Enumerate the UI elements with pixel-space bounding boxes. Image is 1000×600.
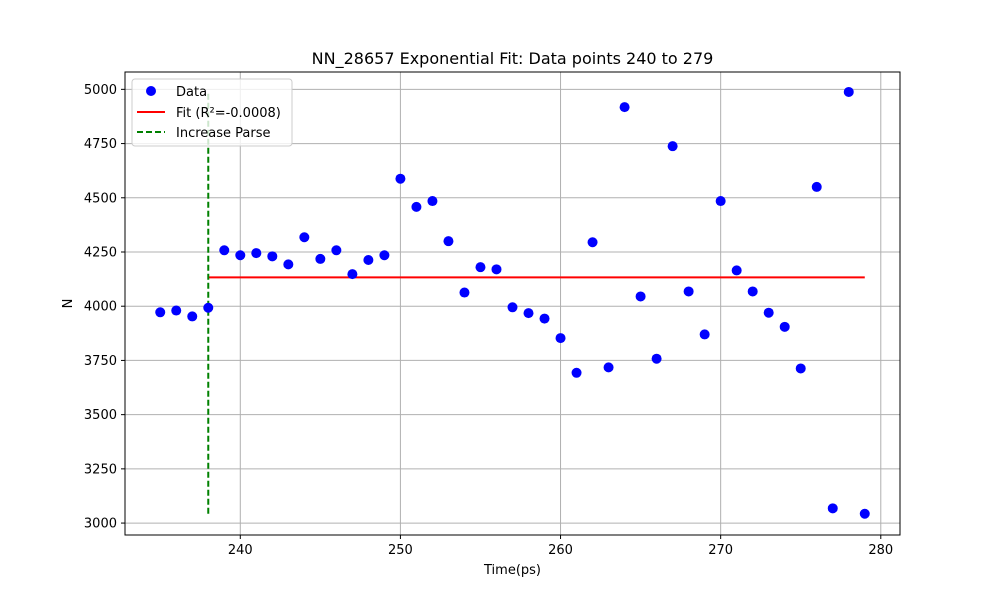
data-point (283, 259, 294, 270)
data-point (683, 286, 694, 297)
legend-data-label: Data (176, 85, 207, 100)
data-point (411, 201, 422, 212)
data-point (395, 173, 406, 184)
data-point (171, 305, 182, 316)
data-point (523, 308, 534, 319)
x-tick-label: 240 (228, 543, 253, 558)
y-tick-label: 4500 (84, 191, 117, 206)
data-point (363, 255, 374, 266)
data-point (379, 250, 390, 261)
data-point (299, 232, 310, 243)
data-point (475, 262, 486, 273)
x-tick-label: 270 (708, 543, 733, 558)
data-point (491, 264, 502, 275)
data-point (667, 141, 678, 152)
data-point (347, 269, 358, 280)
legend-fit-label: Fit (R²=-0.0008) (176, 106, 281, 121)
data-point (747, 286, 758, 297)
data-point (187, 311, 198, 322)
y-axis-label: N (61, 299, 76, 309)
legend-data-marker (146, 86, 156, 96)
data-point (699, 329, 710, 340)
data-point (459, 287, 470, 298)
data-point (731, 265, 742, 276)
data-point (315, 253, 326, 264)
plot-content (155, 86, 870, 519)
data-point (827, 503, 838, 514)
data-point (635, 291, 646, 302)
chart-title: NN_28657 Exponential Fit: Data points 24… (312, 49, 714, 69)
y-tick-label: 3500 (84, 408, 117, 423)
legend-increase-label: Increase Parse (176, 126, 271, 141)
axes-frame (124, 71, 901, 536)
data-point (155, 307, 166, 318)
data-point (715, 196, 726, 207)
legend-box (131, 78, 293, 147)
data-point (603, 362, 614, 373)
data-point (619, 102, 630, 113)
data-point (763, 307, 774, 318)
data-point (251, 248, 262, 259)
x-tick-label: 250 (388, 543, 413, 558)
x-tick-label: 260 (548, 543, 573, 558)
data-point (507, 302, 518, 313)
x-tick-label: 280 (868, 543, 893, 558)
data-point (651, 353, 662, 364)
data-point (795, 363, 806, 374)
data-point (219, 245, 230, 256)
y-tick-label: 3250 (84, 462, 117, 477)
data-point (443, 236, 454, 247)
axis-ticks: 240 250 260 270 280 3000 3250 3500 3750 4000 4250 4… (84, 83, 893, 558)
data-point (235, 250, 246, 261)
data-point (267, 251, 278, 262)
y-tick-label: 5000 (84, 83, 117, 98)
data-point (539, 313, 550, 324)
data-point (843, 86, 854, 97)
data-point (203, 302, 214, 313)
y-tick-label: 4000 (84, 300, 117, 315)
data-point (811, 181, 822, 192)
y-tick-label: 3750 (84, 354, 117, 369)
data-point (587, 237, 598, 248)
y-tick-label: 4750 (84, 137, 117, 152)
data-point (331, 245, 342, 256)
data-point (859, 508, 870, 519)
y-tick-label: 4250 (84, 245, 117, 260)
data-point (779, 321, 790, 332)
y-tick-label: 3000 (84, 517, 117, 532)
x-axis-label: Time(ps) (483, 563, 541, 578)
data-point (571, 367, 582, 378)
data-point (555, 333, 566, 344)
data-point (427, 196, 438, 207)
legend: Data Fit (R²=-0.0008) Increase Parse (131, 78, 293, 147)
